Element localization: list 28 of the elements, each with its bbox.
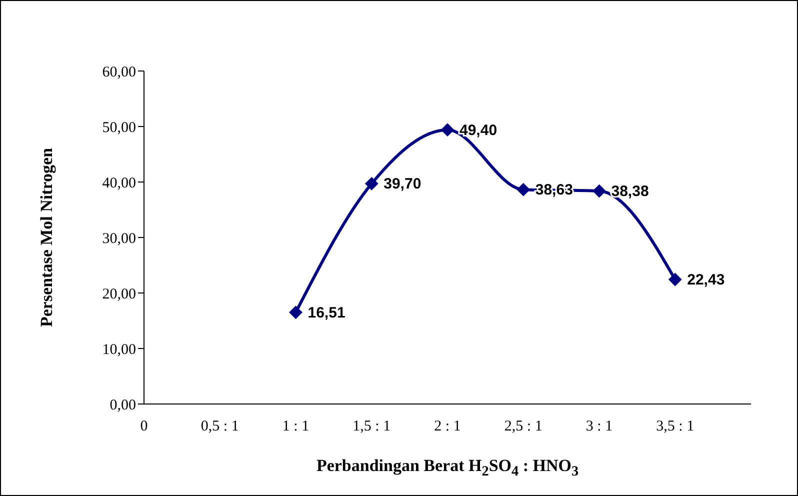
y-tick-label: 60,00 — [102, 64, 136, 80]
point — [516, 183, 530, 196]
y-tick-label: 30,00 — [102, 230, 136, 247]
y-axis-title: Persentase Mol Nitrogen — [37, 147, 56, 328]
x-tick-label: 3 : 1 — [586, 418, 613, 435]
x-tick-label: 1 : 1 — [282, 418, 310, 435]
x-tick-label: 0 — [140, 418, 148, 435]
data-label: 22,43 — [687, 272, 725, 289]
point — [441, 123, 454, 136]
data-label: 38,38 — [611, 182, 649, 200]
x-tick-label: 1,5 : 1 — [352, 418, 391, 435]
point — [668, 273, 682, 286]
y-tick-label: 20,00 — [102, 286, 136, 302]
y-tick-label: 0,00 — [110, 397, 136, 414]
data-label: 39,70 — [384, 176, 422, 193]
x-tick-label: 0,5 : 1 — [200, 418, 239, 435]
y-tick-label: 50,00 — [102, 120, 136, 136]
x-tick-label: 3,5 : 1 — [656, 418, 694, 435]
point — [365, 177, 378, 190]
point — [592, 184, 606, 198]
y-tick-label: 10,00 — [102, 342, 136, 358]
y-tick-label: 40,00 — [102, 175, 136, 192]
x-tick-label: 2 : 1 — [434, 418, 461, 435]
x-axis-title: Perbandingan Berat H$_{2}$SO$_{4}$ : HNO$_{3}$ — [315, 456, 580, 480]
point — [289, 306, 302, 319]
data-label: 16,51 — [308, 304, 346, 322]
data-label: 49,40 — [460, 122, 498, 139]
x-tick-label: 2,5 : 1 — [504, 418, 542, 435]
